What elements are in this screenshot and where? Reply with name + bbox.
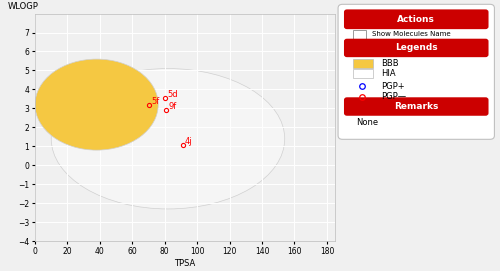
Bar (353, 69, 374, 78)
Bar (353, 59, 374, 68)
Text: 4j: 4j (185, 137, 192, 146)
Text: 9f: 9f (169, 102, 177, 111)
FancyBboxPatch shape (344, 97, 488, 116)
Text: BBB: BBB (381, 59, 398, 68)
Text: 5d: 5d (167, 90, 178, 99)
Text: WLOGP: WLOGP (8, 2, 39, 11)
Ellipse shape (51, 69, 284, 209)
Text: PGP—: PGP— (381, 92, 406, 101)
X-axis label: TPSA: TPSA (174, 259, 196, 267)
Text: Actions: Actions (398, 15, 435, 24)
Text: 5f: 5f (151, 97, 159, 106)
Text: Show Molecules Name: Show Molecules Name (372, 31, 450, 37)
Bar (353, 30, 366, 39)
FancyBboxPatch shape (344, 39, 488, 57)
Text: Legends: Legends (395, 43, 438, 52)
Text: PGP+: PGP+ (381, 82, 404, 91)
Ellipse shape (35, 59, 158, 150)
FancyBboxPatch shape (338, 4, 494, 139)
Text: HIA: HIA (381, 69, 396, 78)
FancyBboxPatch shape (344, 9, 488, 29)
Text: None: None (356, 118, 378, 127)
Text: Remarks: Remarks (394, 102, 438, 111)
